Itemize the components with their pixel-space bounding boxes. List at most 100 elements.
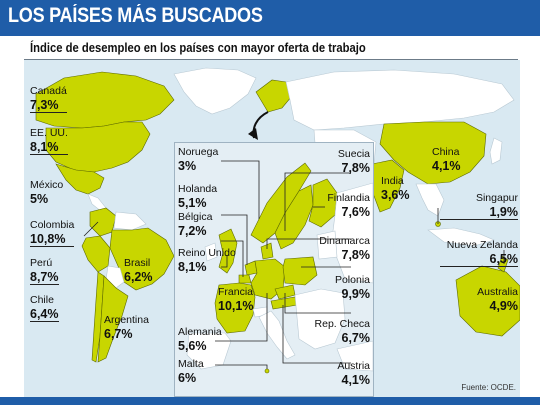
label-china: China 4,1%	[432, 147, 461, 172]
denmark-shape	[260, 242, 274, 260]
leader-austria	[282, 305, 351, 364]
europe-inset	[174, 142, 374, 397]
subtitle-divider	[24, 59, 518, 60]
leader-belgica	[221, 240, 244, 277]
leader-dinamarca	[266, 238, 351, 249]
label-brasil: Brasil 6,2%	[124, 258, 153, 283]
label-colombia-value: 10,8%	[30, 231, 66, 246]
label-austria-value: 4,1%	[341, 372, 371, 387]
label-malta-value: 6%	[178, 370, 197, 385]
label-brasil-name: Brasil	[124, 257, 151, 269]
label-canada-value: 7,3%	[30, 97, 59, 112]
label-china-value: 4,1%	[432, 158, 461, 173]
label-canada-name: Canadá	[30, 85, 67, 97]
turkey-edge-shape	[336, 340, 373, 372]
label-malta: Malta 6%	[178, 359, 204, 384]
baltics-shape	[316, 230, 338, 260]
label-austria: Austria 4,1%	[296, 361, 370, 386]
label-francia-name: Francia	[218, 286, 254, 298]
north-south-america-shape	[113, 211, 147, 231]
label-eeuu: EE. UU. 8,1%	[30, 128, 68, 155]
label-argentina: Argentina 6,7%	[104, 315, 149, 340]
label-alemania: Alemania 5,6%	[178, 327, 222, 352]
label-suecia: Suecia 7,8%	[296, 149, 370, 174]
leader-noruega	[221, 160, 260, 219]
map-subtitle: Índice de desempleo en los países con ma…	[30, 41, 366, 55]
mexico-shape	[55, 163, 105, 195]
italy-shape	[258, 310, 296, 360]
leader-reino-unido	[221, 255, 228, 268]
new-zealand-shape	[497, 255, 509, 273]
label-australia: Australia 4,9%	[440, 287, 518, 312]
label-belgica: Bélgica 7,2%	[178, 212, 212, 237]
label-holanda-name: Holanda	[178, 183, 218, 195]
leader-rep-checa	[284, 293, 351, 314]
label-rep-checa-value: 6,7%	[341, 330, 371, 345]
uk-shape	[218, 228, 238, 274]
label-eeuu-value: 8,1%	[30, 139, 59, 154]
label-polonia: Polonia 9,9%	[296, 275, 370, 300]
russia-shape	[285, 69, 515, 131]
label-austria-name: Austria	[337, 360, 370, 372]
leader-alemania	[215, 293, 268, 342]
pointer-colombia	[83, 221, 99, 237]
label-finlandia-name: Finlandia	[327, 192, 370, 204]
peru-shape	[81, 235, 111, 273]
label-finlandia: Finlandia 7,6%	[296, 193, 370, 218]
label-reino-unido-name: Reino Unido	[178, 247, 236, 259]
belgium-shape	[238, 274, 252, 284]
label-china-name: China	[432, 146, 460, 158]
label-holanda: Holanda 5,1%	[178, 184, 217, 209]
leader-holanda	[221, 214, 248, 265]
norway-shape	[250, 162, 312, 244]
label-peru-name: Perú	[30, 257, 53, 269]
russia-west-shape	[332, 182, 373, 284]
label-argentina-name: Argentina	[104, 314, 149, 326]
label-alemania-name: Alemania	[178, 326, 222, 338]
label-colombia-name: Colombia	[30, 219, 75, 231]
argentina-shape	[97, 275, 129, 363]
europe-inset-map	[175, 143, 373, 396]
label-singapur: Singapur 1,9%	[440, 193, 518, 220]
label-francia: Francia 10,1%	[218, 287, 253, 312]
label-brasil-value: 6,2%	[124, 269, 153, 284]
label-noruega-value: 3%	[178, 158, 197, 173]
label-india-value: 3,6%	[381, 187, 410, 202]
label-nueva-zelanda: Nueva Zelanda 6,5%	[440, 240, 518, 267]
label-mexico-name: México	[30, 179, 64, 191]
label-india-name: India	[381, 175, 404, 187]
label-peru-value: 8,7%	[30, 269, 59, 284]
label-polonia-name: Polonia	[334, 274, 370, 286]
label-noruega: Noruega 3%	[178, 147, 218, 172]
china-shape	[379, 121, 487, 185]
zoom-arrow-head	[248, 128, 258, 140]
label-argentina-value: 6,7%	[104, 326, 133, 341]
leader-suecia	[284, 172, 351, 231]
label-chile: Chile 6,4%	[30, 295, 59, 322]
label-rep-checa-name: Rep. Checa	[314, 318, 370, 330]
greenland-shape	[173, 67, 257, 115]
label-noruega-name: Noruega	[178, 146, 219, 158]
label-dinamarca-name: Dinamarca	[319, 235, 370, 247]
source-credit: Fuente: OCDE.	[461, 383, 516, 392]
footer-bar	[0, 397, 540, 405]
label-belgica-value: 7,2%	[178, 223, 207, 238]
label-india: India 3,6%	[381, 176, 410, 201]
label-colombia: Colombia 10,8%	[30, 219, 75, 247]
label-polonia-value: 9,9%	[341, 286, 371, 301]
canada-shape	[35, 71, 175, 129]
label-francia-value: 10,1%	[218, 298, 254, 313]
label-nueva-zelanda-name: Nueva Zelanda	[446, 239, 518, 251]
label-reino-unido-value: 8,1%	[178, 259, 207, 274]
label-eeuu-name: EE. UU.	[30, 127, 68, 139]
ireland-shape	[204, 242, 218, 262]
malta-marker	[264, 368, 270, 374]
label-suecia-value: 7,8%	[341, 160, 371, 175]
label-reino-unido: Reino Unido 8,1%	[178, 248, 236, 273]
header-bar: LOS PAÍSES MÁS BUSCADOS	[0, 0, 540, 36]
indonesia-shape	[427, 227, 495, 247]
label-chile-value: 6,4%	[30, 306, 59, 321]
usa-shape	[45, 121, 151, 173]
label-suecia-name: Suecia	[337, 148, 370, 160]
label-mexico: México 5%	[30, 180, 63, 205]
